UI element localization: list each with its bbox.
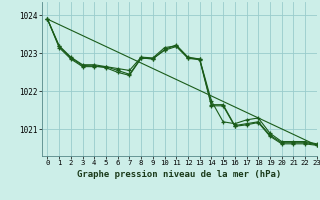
X-axis label: Graphe pression niveau de la mer (hPa): Graphe pression niveau de la mer (hPa) <box>77 170 281 179</box>
